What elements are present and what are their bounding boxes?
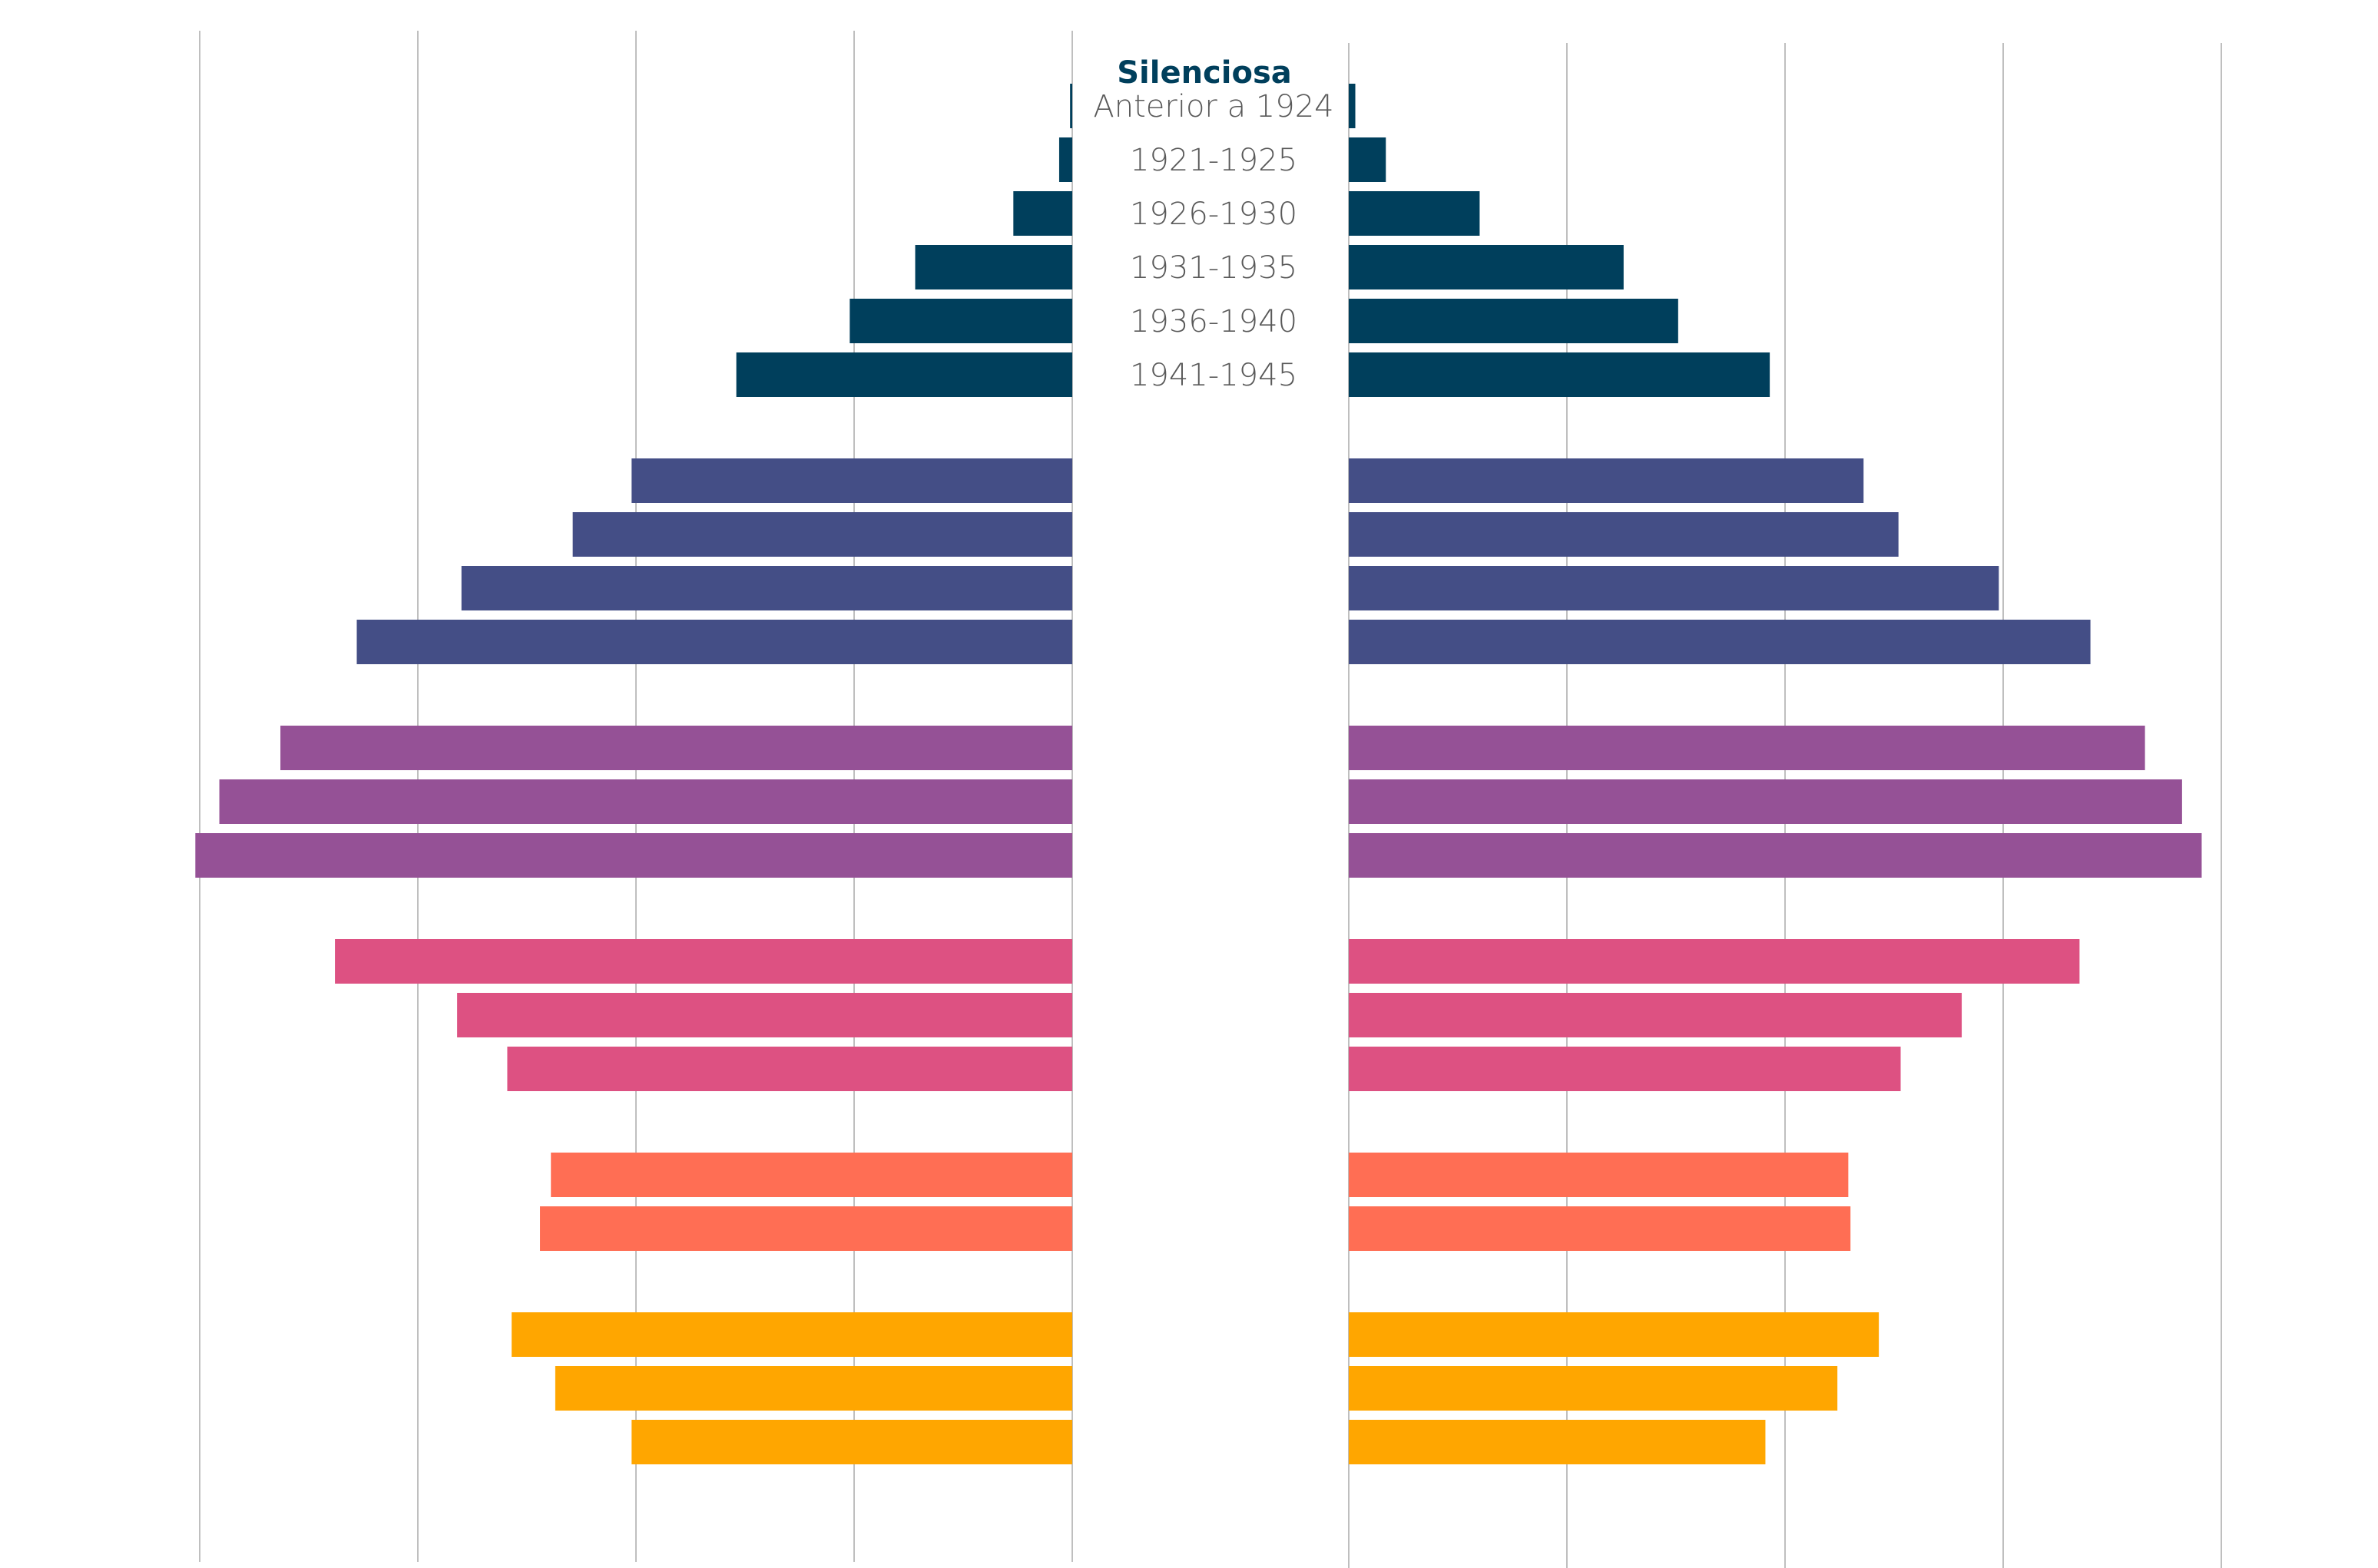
bar-right (1349, 779, 2182, 824)
bar-left (555, 1366, 1072, 1411)
bar-left (540, 1206, 1072, 1251)
category-label: 1921-1925 (1130, 143, 1297, 178)
bar-left (1013, 191, 1072, 236)
bar-left (195, 833, 1072, 878)
bars (195, 84, 2202, 1464)
bar-right (1349, 1047, 1901, 1091)
bar-left (512, 1312, 1072, 1357)
bar-left (1070, 84, 1072, 128)
bar-right (1349, 245, 1624, 289)
bar-left (461, 566, 1072, 610)
bar-left (507, 1047, 1072, 1091)
bar-left (457, 993, 1072, 1037)
bar-left (572, 512, 1072, 557)
bar-left (280, 726, 1073, 770)
bar-left (219, 779, 1072, 824)
bar-right (1349, 1366, 1838, 1411)
bar-right (1349, 1153, 1849, 1197)
bar-left (631, 1420, 1072, 1464)
category-label: 1931-1935 (1130, 250, 1297, 286)
bar-right (1349, 191, 1480, 236)
bar-right (1349, 726, 2145, 770)
group-label: Silenciosa (1117, 55, 1292, 91)
bar-right (1349, 512, 1899, 557)
bar-right (1349, 620, 2091, 664)
category-label: 1926-1930 (1130, 197, 1297, 232)
bar-right (1349, 833, 2202, 878)
bar-right (1349, 939, 2080, 984)
category-label: Anterior a 1924 (1093, 89, 1333, 124)
bar-right (1349, 1206, 1851, 1251)
bar-left (1058, 137, 1072, 182)
bar-left (631, 458, 1072, 503)
bar-left (850, 299, 1072, 343)
bar-right (1349, 1312, 1880, 1357)
bar-left (335, 939, 1073, 984)
bar-left (736, 352, 1072, 397)
bar-right (1349, 1420, 1766, 1464)
bar-right (1349, 993, 1962, 1037)
bar-right (1349, 352, 1770, 397)
bar-right (1349, 566, 1999, 610)
bar-left (356, 620, 1073, 664)
bar-left (915, 245, 1072, 289)
bar-left (551, 1153, 1072, 1197)
bar-right (1349, 84, 1356, 128)
bar-right (1349, 137, 1386, 182)
category-label: 1941-1945 (1130, 358, 1297, 393)
bar-right (1349, 299, 1678, 343)
category-label: 1936-1940 (1130, 304, 1297, 339)
bar-right (1349, 458, 1864, 503)
